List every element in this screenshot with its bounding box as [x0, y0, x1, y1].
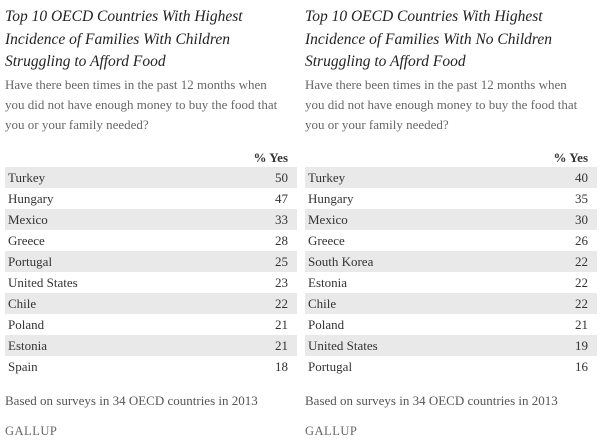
- country: Turkey: [308, 169, 346, 185]
- question-line: you or your family needed?: [5, 116, 149, 132]
- footnote: Based on surveys in 34 OECD countries in…: [305, 392, 558, 408]
- country: Greece: [308, 232, 345, 248]
- country: United States: [308, 337, 378, 353]
- percent: 35: [575, 190, 588, 206]
- country: South Korea: [308, 253, 374, 269]
- table-row: Spain 18: [5, 356, 297, 377]
- table-row: Estonia 22: [305, 272, 597, 293]
- title-line: Struggling to Afford Food: [5, 53, 166, 70]
- percent: 33: [275, 211, 288, 227]
- percent: 22: [575, 253, 588, 269]
- table-row: Poland 21: [5, 314, 297, 335]
- logo: GALLUP: [305, 423, 358, 438]
- title: Top 10 OECD Countries With Highest Incide…: [305, 6, 597, 74]
- percent: 19: [575, 337, 588, 353]
- country: Portugal: [8, 253, 53, 269]
- table: % Yes Turkey 50 Hungary 47 Mexico 33 Greece 28 Po…: [5, 149, 297, 377]
- question-line: you did not have enough money to buy the…: [5, 96, 278, 112]
- country: Chile: [308, 295, 337, 311]
- footnote: Based on surveys in 34 OECD countries in…: [5, 392, 258, 408]
- table-row: Mexico 33: [5, 208, 297, 230]
- percent: 21: [275, 337, 288, 353]
- country: Hungary: [308, 190, 354, 206]
- table-row: Greece 26: [305, 230, 597, 251]
- percent: 16: [575, 358, 588, 374]
- percent: 18: [275, 358, 288, 374]
- title: Top 10 OECD Countries With Highest Incide…: [5, 6, 297, 74]
- percent: 47: [275, 190, 288, 206]
- country: Spain: [8, 358, 38, 374]
- percent: 23: [275, 274, 288, 290]
- table-row: Mexico 30: [305, 208, 597, 230]
- column-header: % Yes: [253, 149, 288, 165]
- percent: 30: [575, 211, 588, 227]
- question: Have there been times in the past 12 mon…: [5, 75, 297, 135]
- percent: 26: [575, 232, 588, 248]
- table-row: Turkey 50: [5, 166, 297, 188]
- title-line: Struggling to Afford Food: [305, 53, 466, 70]
- percent: 22: [575, 274, 588, 290]
- country: Hungary: [8, 190, 54, 206]
- country: Turkey: [8, 169, 46, 185]
- question-line: Have there been times in the past 12 mon…: [5, 76, 267, 92]
- column-header: % Yes: [553, 149, 588, 165]
- country: Mexico: [308, 211, 348, 227]
- percent: 40: [575, 169, 588, 185]
- title-line: Incidence of Families With No Children: [305, 30, 552, 48]
- percent: 22: [575, 295, 588, 311]
- title-line: Top 10 OECD Countries With Highest: [305, 8, 543, 25]
- percent: 22: [275, 295, 288, 311]
- panel: Top 10 OECD Countries With Highest Incide…: [305, 6, 597, 439]
- country: Estonia: [308, 274, 347, 290]
- country: Chile: [8, 295, 37, 311]
- table-row: Poland 21: [305, 314, 597, 335]
- table-row: Chile 22: [305, 292, 597, 314]
- table-row: United States 19: [305, 334, 597, 356]
- table-row: Hungary 35: [305, 188, 597, 209]
- question-line: Have there been times in the past 12 mon…: [305, 76, 567, 92]
- table-row: Hungary 47: [5, 188, 297, 209]
- table-row: Chile 22: [5, 292, 297, 314]
- table-row: South Korea 22: [305, 250, 597, 272]
- table-row: Turkey 40: [305, 166, 597, 188]
- percent: 50: [275, 169, 288, 185]
- country: Poland: [8, 316, 45, 332]
- country: Portugal: [308, 358, 353, 374]
- percent: 28: [275, 232, 288, 248]
- title-line: Top 10 OECD Countries With Highest: [5, 8, 243, 25]
- question-line: you did not have enough money to buy the…: [305, 96, 578, 112]
- panel: Top 10 OECD Countries With Highest Incide…: [5, 6, 297, 439]
- percent: 25: [275, 253, 288, 269]
- title-line: Incidence of Families With Children: [5, 30, 230, 48]
- question: Have there been times in the past 12 mon…: [305, 75, 597, 135]
- percent: 21: [275, 316, 288, 332]
- question-line: you or your family needed?: [305, 116, 449, 132]
- logo: GALLUP: [5, 423, 58, 438]
- table-row: Portugal 25: [5, 250, 297, 272]
- country: Greece: [8, 232, 45, 248]
- country: Estonia: [8, 337, 47, 353]
- table-row: Portugal 16: [305, 356, 597, 377]
- table-row: Estonia 21: [5, 334, 297, 356]
- table: % Yes Turkey 40 Hungary 35 Mexico 30 Greece 26 So…: [305, 149, 597, 377]
- country: Poland: [308, 316, 345, 332]
- table-row: United States 23: [5, 272, 297, 293]
- country: Mexico: [8, 211, 48, 227]
- table-row: Greece 28: [5, 230, 297, 251]
- percent: 21: [575, 316, 588, 332]
- country: United States: [8, 274, 78, 290]
